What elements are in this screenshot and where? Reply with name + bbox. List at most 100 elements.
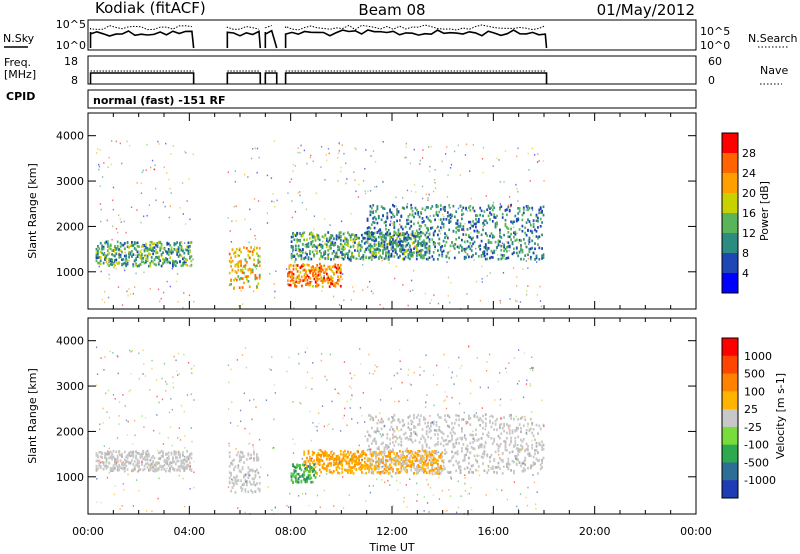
- heatmap-cell: [455, 238, 458, 241]
- heatmap-cell: [314, 476, 317, 479]
- heatmap-cell: [414, 468, 417, 471]
- heatmap-cell: [428, 247, 431, 250]
- scatter-echo: [531, 411, 533, 413]
- y-tick-label: 3000: [56, 380, 84, 393]
- heatmap-cell: [133, 247, 136, 250]
- heatmap-cell: [159, 457, 162, 460]
- scatter-echo: [525, 245, 527, 248]
- heatmap-cell: [482, 228, 484, 232]
- heatmap-cell: [101, 251, 104, 255]
- heatmap-cell: [370, 469, 373, 473]
- heatmap-cell: [333, 264, 335, 268]
- heatmap-cell: [506, 449, 508, 452]
- scatter-echo: [258, 156, 260, 159]
- heatmap-cell: [250, 483, 252, 486]
- heatmap-cell: [166, 243, 169, 246]
- heatmap-cell: [452, 426, 455, 429]
- heatmap-cell: [323, 252, 325, 255]
- heatmap-cell: [482, 420, 484, 424]
- heatmap-cell: [400, 455, 403, 459]
- heatmap-cell: [461, 238, 463, 242]
- heatmap-cell: [305, 272, 307, 275]
- scatter-echo: [470, 392, 472, 395]
- scatter-echo: [527, 267, 529, 269]
- scatter-echo: [161, 398, 164, 401]
- scatter-echo: [529, 385, 532, 387]
- heatmap-cell: [403, 462, 406, 466]
- scatter-echo: [230, 241, 232, 243]
- scatter-echo: [111, 258, 113, 260]
- heatmap-cell: [506, 431, 508, 435]
- heatmap-cell: [114, 263, 116, 267]
- heatmap-cell: [304, 251, 307, 255]
- heatmap-cell: [420, 457, 422, 460]
- heatmap-cell: [321, 235, 324, 238]
- beam-title: Beam 08: [358, 1, 425, 19]
- scatter-echo: [153, 429, 155, 432]
- heatmap-cell: [303, 460, 306, 464]
- heatmap-cell: [439, 467, 442, 470]
- heatmap-cell: [504, 224, 507, 228]
- heatmap-cell: [139, 256, 142, 260]
- heatmap-cell: [231, 459, 234, 463]
- scatter-echo: [162, 443, 165, 445]
- scatter-echo: [341, 453, 343, 456]
- heatmap-cell: [132, 244, 135, 247]
- scatter-echo: [192, 258, 194, 261]
- heatmap-cell: [152, 242, 154, 246]
- heatmap-cell: [427, 235, 429, 239]
- scatter-echo: [188, 178, 190, 180]
- heatmap-cell: [296, 238, 299, 241]
- scatter-echo: [525, 383, 528, 385]
- scatter-echo: [334, 388, 336, 391]
- heatmap-cell: [418, 469, 421, 472]
- heatmap-cell: [489, 207, 491, 210]
- scatter-echo: [191, 440, 193, 443]
- heatmap-cell: [231, 248, 234, 251]
- heatmap-cell: [499, 426, 501, 429]
- heatmap-cell: [310, 269, 313, 273]
- heatmap-cell: [423, 449, 425, 453]
- scatter-echo: [422, 149, 424, 151]
- heatmap-cell: [506, 213, 508, 217]
- heatmap-cell: [354, 459, 356, 463]
- scatter-echo: [436, 383, 438, 386]
- heatmap-cell: [529, 213, 532, 217]
- heatmap-cell: [414, 237, 417, 240]
- heatmap-cell: [382, 214, 384, 218]
- heatmap-cell: [417, 251, 420, 254]
- heatmap-cell: [389, 254, 391, 258]
- heatmap-cell: [458, 246, 460, 250]
- scatter-echo: [409, 435, 411, 437]
- heatmap-cell: [375, 440, 377, 444]
- heatmap-cell: [414, 426, 417, 429]
- heatmap-cell: [401, 248, 404, 252]
- scatter-echo: [353, 290, 355, 293]
- heatmap-cell: [292, 232, 294, 235]
- heatmap-cell: [499, 229, 501, 232]
- heatmap-cell: [366, 230, 369, 234]
- heatmap-cell: [243, 474, 245, 478]
- heatmap-cell: [493, 470, 496, 474]
- heatmap-cell: [431, 458, 434, 462]
- heatmap-cell: [142, 450, 145, 453]
- heatmap-cell: [377, 471, 380, 474]
- heatmap-cell: [377, 460, 380, 464]
- heatmap-cell: [497, 241, 500, 245]
- heatmap-cell: [290, 240, 293, 243]
- heatmap-cell: [459, 468, 462, 472]
- heatmap-cell: [494, 450, 497, 454]
- heatmap-cell: [136, 461, 139, 464]
- heatmap-cell: [254, 470, 257, 473]
- heatmap-cell: [452, 204, 455, 208]
- heatmap-cell: [423, 468, 425, 471]
- heatmap-cell: [305, 276, 307, 279]
- heatmap-cell: [396, 237, 398, 240]
- heatmap-cell: [446, 434, 449, 438]
- heatmap-cell: [382, 461, 384, 464]
- heatmap-cell: [459, 465, 462, 469]
- heatmap-cell: [341, 457, 344, 461]
- heatmap-cell: [428, 430, 431, 434]
- heatmap-cell: [507, 457, 510, 461]
